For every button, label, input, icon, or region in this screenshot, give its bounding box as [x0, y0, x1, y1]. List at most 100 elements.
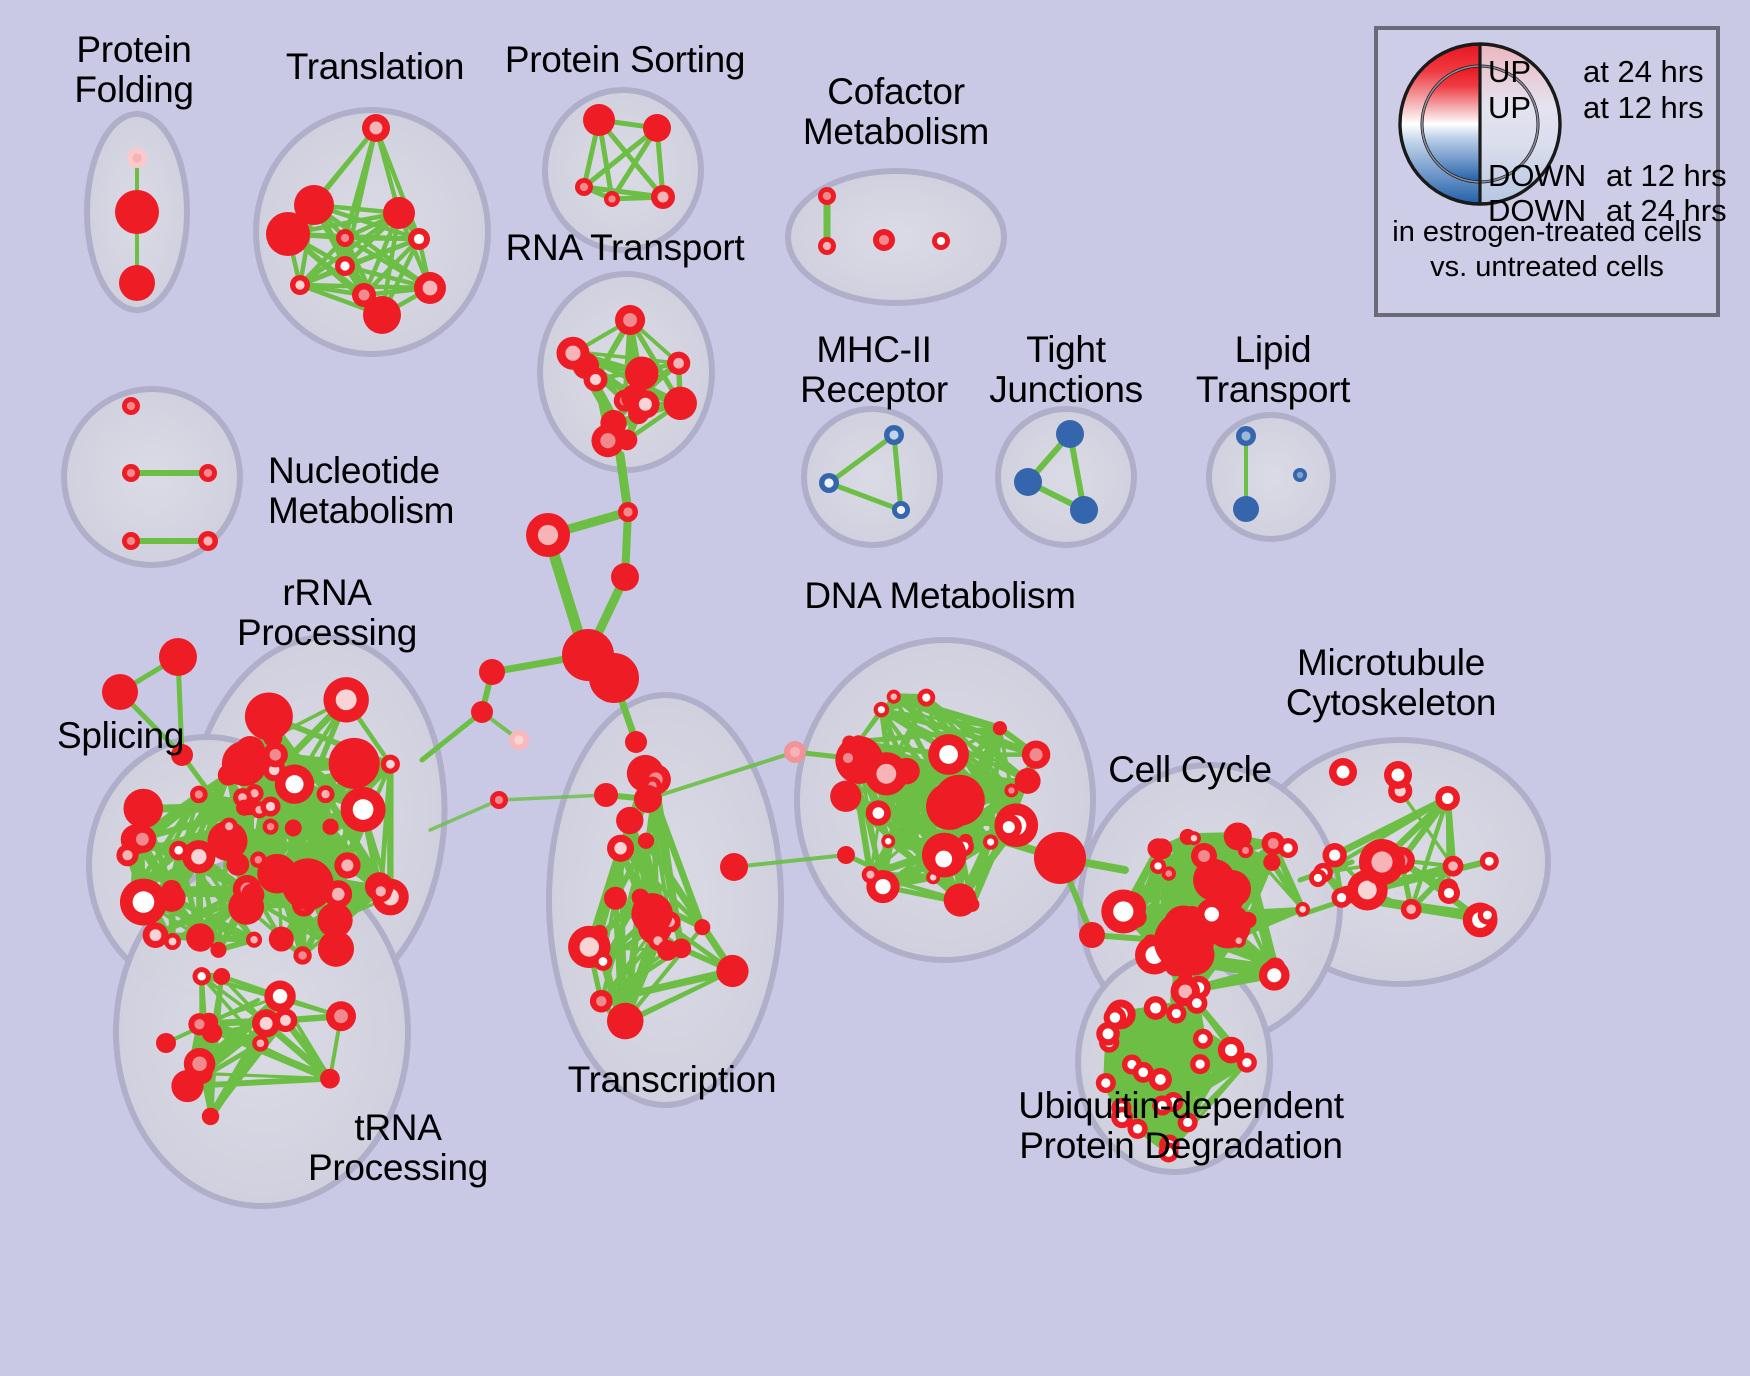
network-node-protein-folding — [119, 265, 155, 301]
network-node — [490, 791, 508, 809]
network-node-dna-metabolism — [881, 834, 896, 849]
network-node-dna-metabolism — [925, 840, 962, 878]
network-node — [1191, 843, 1217, 869]
network-node-cell-cycle — [1237, 842, 1254, 859]
network-node — [873, 229, 895, 251]
network-node-rna-transport — [625, 356, 659, 391]
cluster-label-tight-junctions: Tight Junctions — [989, 329, 1143, 410]
network-node — [837, 747, 859, 769]
legend-box: UP at 24 hrs UP at 12 hrs DOWN at 12 hrs… — [1374, 26, 1727, 317]
network-node — [651, 185, 675, 209]
network-node-rrna-processing — [316, 785, 335, 804]
network-node-rna-transport — [591, 424, 625, 458]
network-node-dna-metabolism — [982, 834, 999, 850]
legend-state-1: UP — [1488, 90, 1532, 125]
network-node — [1233, 496, 1259, 522]
network-node-transcription — [589, 989, 613, 1013]
network-node-ubiquitin-degradation — [1111, 1106, 1133, 1129]
network-node-rna-transport — [616, 429, 638, 451]
network-node — [362, 114, 390, 142]
legend-note-line1: in estrogen-treated cells — [1392, 216, 1702, 248]
network-node-dna-metabolism — [1021, 740, 1051, 769]
network-node-dna-metabolism — [1014, 768, 1041, 794]
network-node — [643, 114, 671, 142]
network-node-rna-transport — [663, 386, 697, 420]
network-node — [589, 653, 639, 703]
network-node-trna-processing — [252, 1009, 281, 1038]
network-node-microtubule-cytoskeleton — [1435, 786, 1460, 811]
cluster-hull-tight-junctions — [995, 406, 1137, 548]
network-node — [837, 846, 855, 864]
network-node-cell-cycle — [1186, 831, 1201, 846]
cluster-label-translation: Translation — [285, 46, 465, 87]
network-node-rrna-processing — [262, 818, 279, 835]
network-node-dna-metabolism — [992, 721, 1007, 736]
network-node — [1150, 858, 1166, 874]
network-node-cell-cycle — [1231, 933, 1246, 948]
network-node-splicing — [236, 799, 253, 816]
network-node — [1154, 911, 1214, 971]
network-node-cell-cycle — [1295, 902, 1311, 917]
network-node — [1278, 838, 1298, 858]
network-node-transcription — [593, 951, 613, 971]
cluster-hull-nucleotide-metabolism — [61, 386, 243, 568]
network-node-ubiquitin-degradation — [1217, 1036, 1245, 1064]
network-node — [471, 701, 493, 723]
network-node — [294, 185, 334, 225]
network-node-transcription — [616, 806, 644, 835]
network-node-splicing — [220, 817, 238, 835]
network-node-trna-processing — [201, 1107, 220, 1126]
cluster-label-protein-sorting: Protein Sorting — [504, 39, 746, 80]
network-node-transcription — [716, 954, 749, 988]
cluster-label-ubiquitin-degradation: Ubiquitin-dependent Protein Degradation — [1018, 1085, 1344, 1166]
network-node-splicing — [241, 883, 265, 907]
network-node-rrna-processing — [380, 754, 400, 774]
network-node-ubiquitin-degradation — [1103, 1006, 1127, 1029]
cluster-label-cell-cycle: Cell Cycle — [1108, 749, 1272, 790]
network-node-rrna-processing — [284, 819, 302, 837]
network-node-rrna-processing — [293, 946, 312, 965]
network-node — [156, 1033, 176, 1053]
network-node-splicing — [128, 825, 157, 854]
network-node-rna-transport — [615, 304, 646, 336]
network-node — [819, 473, 839, 493]
network-node — [1236, 426, 1256, 446]
network-node-splicing — [116, 844, 139, 867]
network-node — [159, 638, 197, 676]
network-node-dna-metabolism — [995, 814, 1022, 841]
network-nodes — [102, 104, 1499, 1163]
network-node-microtubule-cytoskeleton — [1322, 843, 1347, 868]
network-node — [335, 256, 355, 276]
network-node — [199, 464, 217, 482]
cluster-label-trna-processing: tRNA Processing — [307, 1107, 489, 1188]
cluster-hull-protein-sorting — [542, 87, 704, 253]
network-node-dna-metabolism — [933, 774, 985, 826]
network-node-rrna-processing — [207, 820, 248, 861]
network-node — [618, 502, 638, 522]
network-node — [408, 228, 430, 250]
network-node-dna-metabolism — [864, 752, 908, 796]
network-node-trna-processing — [273, 1008, 298, 1033]
network-node-microtubule-cytoskeleton — [1479, 851, 1499, 871]
network-node-rrna-processing — [262, 742, 288, 768]
network-node — [818, 187, 836, 205]
network-node-ubiquitin-degradation — [1158, 1142, 1179, 1163]
network-node — [604, 191, 620, 207]
network-node-splicing — [142, 922, 169, 948]
network-node-rna-transport — [667, 351, 691, 375]
network-node — [1329, 758, 1357, 786]
network-node-splicing — [246, 931, 263, 948]
network-node-rrna-processing — [334, 852, 361, 879]
network-node-rrna-processing — [235, 736, 266, 767]
network-node — [634, 785, 662, 813]
legend-time-3: at 24 hrs — [1606, 193, 1727, 228]
network-node — [932, 232, 950, 250]
network-node-rrna-processing — [268, 926, 294, 952]
network-node-ubiquitin-degradation — [1177, 1112, 1198, 1133]
cluster-hull-lipid-transport — [1206, 412, 1336, 542]
network-node-splicing — [164, 933, 181, 950]
network-node-transcription — [694, 919, 711, 936]
network-node — [720, 853, 748, 881]
network-node-splicing — [119, 878, 167, 926]
